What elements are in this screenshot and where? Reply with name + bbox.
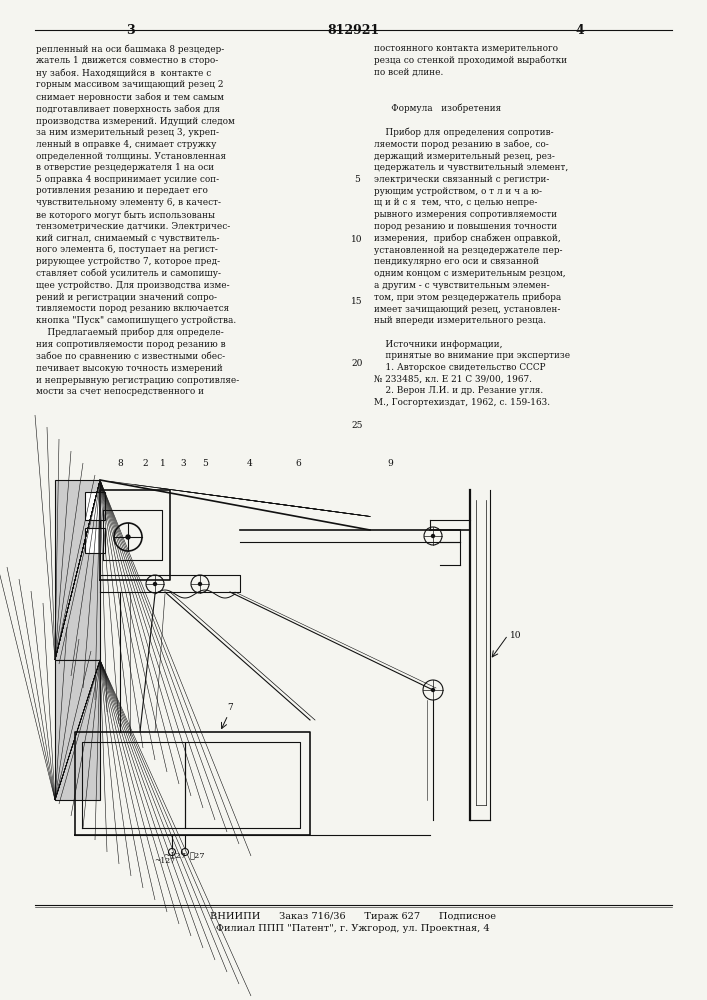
Bar <box>55 480 100 660</box>
Circle shape <box>153 582 156 585</box>
Circle shape <box>431 534 435 538</box>
Bar <box>55 660 100 800</box>
Bar <box>85 528 105 553</box>
Text: 3: 3 <box>180 459 186 468</box>
Text: 812921: 812921 <box>327 24 379 37</box>
Text: ВНИИПИ      Заказ 716/36      Тираж 627      Подписное: ВНИИПИ Заказ 716/36 Тираж 627 Подписное <box>210 912 496 921</box>
Text: репленный на оси башмака 8 резцедер-
жатель 1 движется совместно в сторо-
ну заб: репленный на оси башмака 8 резцедер- жат… <box>36 44 239 396</box>
Text: 25: 25 <box>351 420 363 430</box>
Text: ~127: ~127 <box>155 857 175 865</box>
Text: ∱27: ∱27 <box>190 852 206 860</box>
Text: 6: 6 <box>295 459 301 468</box>
Circle shape <box>199 582 201 585</box>
Text: 10: 10 <box>510 631 522 640</box>
Text: 4: 4 <box>247 459 253 468</box>
Text: 10: 10 <box>351 235 363 244</box>
Bar <box>85 492 105 520</box>
Circle shape <box>126 535 130 539</box>
Text: 4: 4 <box>575 24 585 37</box>
Text: 9: 9 <box>387 459 393 468</box>
Circle shape <box>431 688 435 692</box>
Text: 2: 2 <box>142 459 148 468</box>
Text: 3: 3 <box>126 24 134 37</box>
Text: ~127: ~127 <box>163 852 187 860</box>
Text: Филиал ППП "Патент", г. Ужгород, ул. Проектная, 4: Филиал ППП "Патент", г. Ужгород, ул. Про… <box>216 924 490 933</box>
Text: 7: 7 <box>227 703 233 712</box>
Text: 5: 5 <box>202 459 208 468</box>
Text: 20: 20 <box>351 359 363 367</box>
Text: 15: 15 <box>351 298 363 306</box>
Text: 5: 5 <box>354 176 360 184</box>
Text: 8: 8 <box>117 459 123 468</box>
Text: постоянного контакта измерительного
резца со стенкой проходимой выработки
по все: постоянного контакта измерительного резц… <box>374 44 570 407</box>
Text: 1: 1 <box>160 459 166 468</box>
